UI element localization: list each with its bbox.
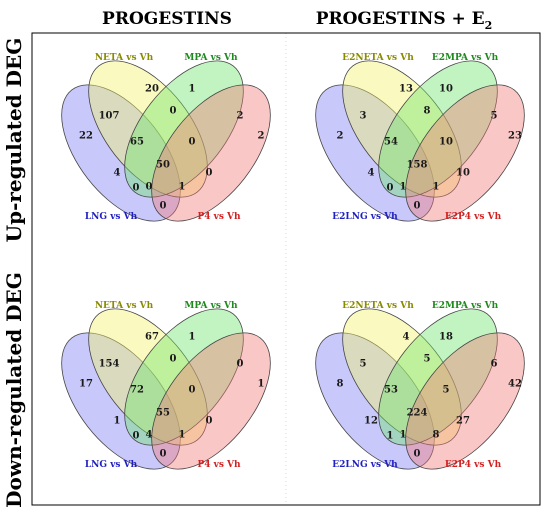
region-count: 0: [170, 354, 177, 365]
region-count: 0: [189, 137, 196, 148]
set-label-blue: E2LNG vs Vh: [332, 460, 398, 470]
region-count: 12: [364, 416, 378, 427]
row-header-up: Up-regulated DEG: [2, 38, 26, 243]
region-count: 1: [179, 430, 186, 441]
region-count: 6: [491, 359, 498, 370]
column-header-progestins-e2: PROGESTINS + E2: [316, 9, 493, 32]
set-label-blue: E2LNG vs Vh: [332, 212, 398, 222]
set-label-green: E2MPA vs Vh: [432, 301, 499, 311]
region-count: 1: [189, 332, 196, 343]
region-count: 107: [99, 111, 120, 122]
region-count: 27: [456, 416, 470, 427]
set-label-yellow: NETA vs Vh: [95, 53, 154, 63]
region-count: 5: [443, 385, 450, 396]
region-count: 1: [400, 430, 407, 441]
set-label-green: E2MPA vs Vh: [432, 53, 499, 63]
set-label-red: P4 vs Vh: [197, 212, 241, 222]
set-ellipse-red: [405, 332, 525, 470]
region-count: 0: [387, 183, 394, 194]
region-count: 13: [399, 84, 413, 95]
region-count: 5: [424, 354, 431, 365]
region-count: 154: [99, 359, 120, 370]
column-header-progestins: PROGESTINS: [102, 9, 232, 29]
set-label-yellow: NETA vs Vh: [95, 301, 154, 311]
region-count: 53: [384, 385, 398, 396]
region-count: 10: [456, 168, 470, 179]
region-count: 1: [114, 416, 121, 427]
region-count: 0: [414, 449, 421, 460]
region-count: 22: [79, 131, 93, 142]
set-label-blue: LNG vs Vh: [85, 212, 138, 222]
region-count: 17: [79, 379, 93, 390]
region-count: 0: [206, 416, 213, 427]
region-count: 2: [237, 111, 244, 122]
region-count: 23: [508, 131, 522, 142]
region-count: 50: [156, 160, 170, 171]
set-ellipse-yellow: [88, 308, 208, 446]
region-count: 8: [424, 106, 431, 117]
set-label-red: P4 vs Vh: [197, 460, 241, 470]
region-count: 0: [146, 182, 153, 193]
region-count: 72: [130, 385, 144, 396]
region-count: 8: [337, 379, 344, 390]
region-count: 0: [133, 431, 140, 442]
region-count: 1: [189, 84, 196, 95]
region-count: 158: [407, 160, 428, 171]
region-count: 4: [114, 168, 121, 179]
region-count: 1: [400, 182, 407, 193]
region-count: 8: [433, 430, 440, 441]
set-ellipse-red: [405, 84, 525, 222]
region-count: 0: [414, 201, 421, 212]
region-count: 20: [145, 84, 159, 95]
region-count: 0: [189, 385, 196, 396]
region-count: 1: [179, 182, 186, 193]
set-label-yellow: E2NETA vs Vh: [342, 53, 414, 63]
region-count: 55: [156, 408, 170, 419]
region-count: 0: [206, 168, 213, 179]
region-count: 5: [491, 111, 498, 122]
region-count: 42: [508, 379, 522, 390]
region-count: 10: [439, 137, 453, 148]
region-count: 1: [387, 431, 394, 442]
region-count: 1: [433, 182, 440, 193]
region-count: 4: [146, 430, 153, 441]
set-label-red: E2P4 vs Vh: [445, 460, 502, 470]
region-count: 0: [160, 449, 167, 460]
panel-border: [31, 32, 541, 506]
venn-diagram-down-progestins-e2: E2NETA vs Vh E2MPA vs Vh E2LNG vs Vh E2P4 v…: [315, 301, 525, 470]
row-header-down: Down-regulated DEG: [2, 272, 26, 508]
set-label-green: MPA vs Vh: [184, 301, 238, 311]
set-ellipse-yellow: [88, 60, 208, 198]
venn-diagram-up-progestins-e2: E2NETA vs Vh E2MPA vs Vh E2LNG vs Vh E2P4 v…: [315, 53, 525, 222]
region-count: 54: [384, 137, 398, 148]
region-count: 67: [145, 332, 159, 343]
set-label-yellow: E2NETA vs Vh: [342, 301, 414, 311]
region-count: 10: [439, 84, 453, 95]
region-count: 4: [403, 332, 410, 343]
set-ellipse-red: [151, 84, 271, 222]
region-count: 2: [337, 131, 344, 142]
region-count: 224: [407, 408, 428, 419]
region-count: 0: [133, 183, 140, 194]
region-count: 4: [368, 168, 375, 179]
set-ellipse-yellow: [342, 308, 462, 446]
set-ellipse-yellow: [342, 60, 462, 198]
region-count: 0: [237, 359, 244, 370]
set-ellipse-red: [151, 332, 271, 470]
region-count: 3: [360, 111, 367, 122]
set-label-green: MPA vs Vh: [184, 53, 238, 63]
region-count: 18: [439, 332, 453, 343]
region-count: 1: [258, 379, 265, 390]
set-label-red: E2P4 vs Vh: [445, 212, 502, 222]
set-label-blue: LNG vs Vh: [85, 460, 138, 470]
region-count: 0: [170, 106, 177, 117]
venn-diagram-down-progestins: NETA vs Vh MPA vs Vh LNG vs Vh P4 vs Vh 67 1 1…: [61, 301, 271, 470]
region-count: 5: [360, 359, 367, 370]
region-count: 0: [160, 201, 167, 212]
region-count: 2: [258, 131, 265, 142]
region-count: 65: [130, 137, 144, 148]
